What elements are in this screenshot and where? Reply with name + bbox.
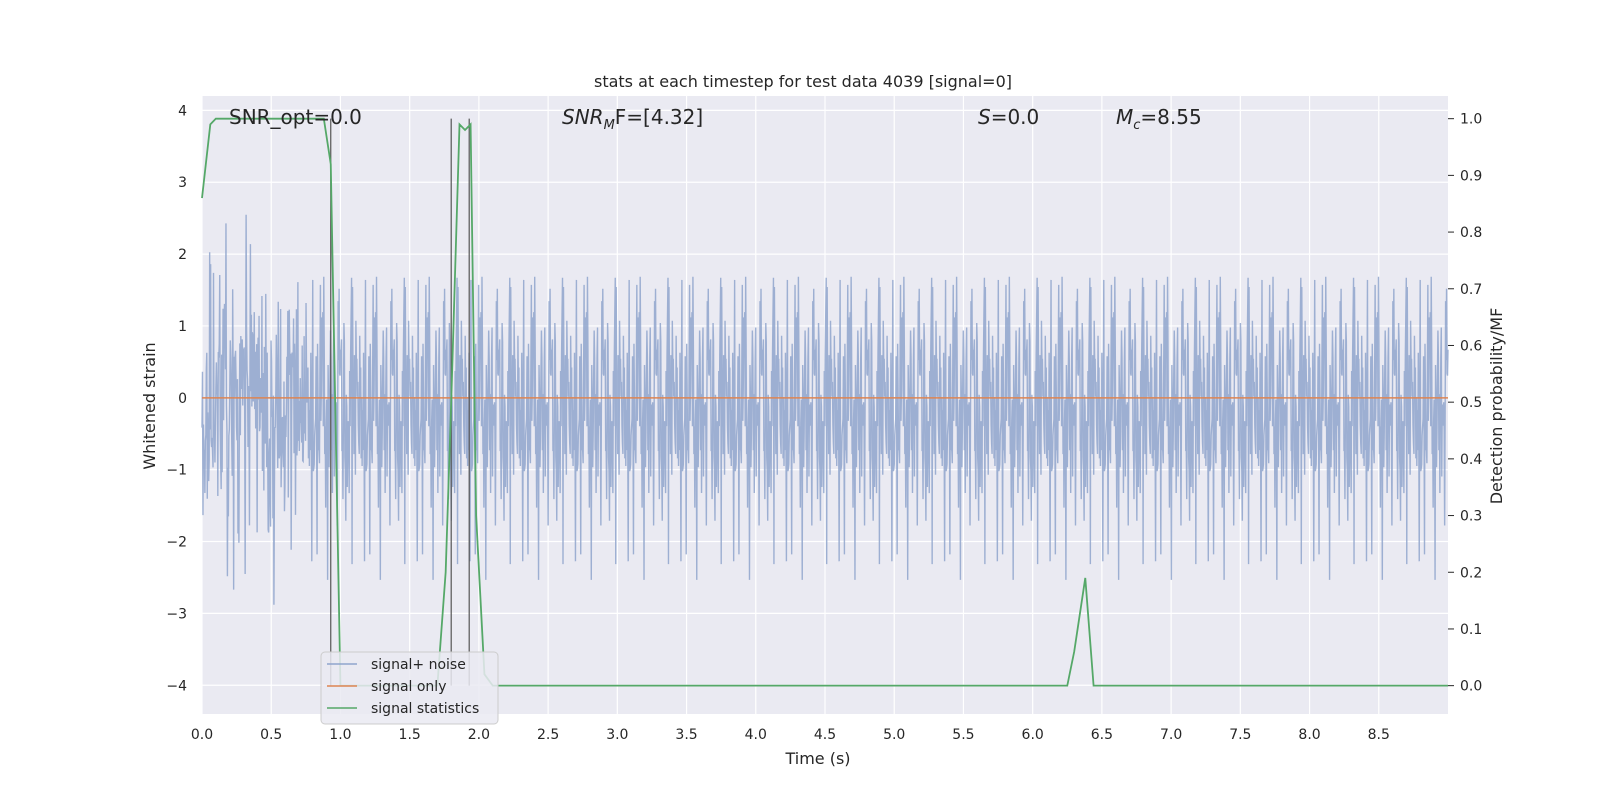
x-tick-label: 3.5 (675, 727, 697, 743)
y-left-axis-label: Whitened strain (140, 342, 159, 469)
x-tick-label: 1.5 (399, 727, 421, 743)
x-tick-label: 5.0 (883, 727, 905, 743)
x-tick-label: 4.0 (745, 727, 767, 743)
x-tick-label: 7.5 (1229, 727, 1251, 743)
statistics-line (201, 117, 1448, 687)
noise-line (201, 214, 1449, 605)
chart-title: stats at each timestep for test data 403… (594, 72, 1012, 91)
legend-label-statistics: signal statistics (371, 701, 479, 717)
y-left-tick-label: 0 (178, 391, 187, 407)
x-tick-label: 1.0 (329, 727, 351, 743)
x-tick-label: 4.5 (814, 727, 836, 743)
annotation-snr-mf: SNRMF=[4.32] (562, 105, 703, 133)
annotation-snr-opt: SNR_opt=0.0 (229, 105, 362, 129)
y-right-tick-label: 0.6 (1460, 338, 1482, 354)
y-right-tick-label: 0.8 (1460, 225, 1482, 241)
y-left-tick-label: −3 (166, 606, 187, 622)
legend-box (320, 651, 499, 725)
x-tick-label: 6.0 (1022, 727, 1044, 743)
y-left-tick-label: −4 (166, 678, 187, 694)
x-axis-label: Time (s) (784, 749, 850, 768)
x-tick-label: 0.5 (260, 727, 282, 743)
y-left-tick-label: 1 (178, 319, 187, 335)
y-left-tick-label: −2 (166, 535, 187, 551)
y-left-tick-label: 4 (178, 103, 187, 119)
legend-label-noise: signal+ noise (371, 657, 466, 673)
series-signal-statistics (201, 117, 1448, 687)
series-signal-noise (201, 214, 1449, 605)
x-tick-label: 2.5 (537, 727, 559, 743)
x-tick-label: 6.5 (1091, 727, 1113, 743)
x-tick-label: 2.0 (468, 727, 490, 743)
y-right-tick-label: 0.3 (1460, 509, 1482, 525)
y-right-tick-label: 0.2 (1460, 565, 1482, 581)
x-tick-label: 8.5 (1368, 727, 1390, 743)
annotation-mc: Mc=8.55 (1116, 105, 1202, 133)
x-tick-label: 5.5 (952, 727, 974, 743)
y-right-tick-label: 0.5 (1460, 395, 1482, 411)
y-right-axis-ticks: 1.0 0.9 0.8 0.7 0.6 0.5 0.4 0.3 0.2 0.1 0.0 (1448, 112, 1482, 695)
y-right-tick-label: 0.9 (1460, 168, 1482, 184)
x-tick-label: 3.0 (606, 727, 628, 743)
y-left-tick-label: 3 (178, 175, 187, 191)
x-tick-label: 7.0 (1160, 727, 1182, 743)
y-right-tick-label: 0.0 (1460, 679, 1482, 695)
x-tick-label: 8.0 (1298, 727, 1320, 743)
legend-label-signal-only: signal only (371, 679, 446, 695)
x-axis-ticks: 0.0 0.5 1.0 1.5 2.0 2.5 3.0 3.5 4.0 4.5 5.0 5.5 6.0 6… (191, 727, 1390, 743)
y-right-tick-label: 0.4 (1460, 452, 1482, 468)
legend: signal+ noise signal only signal statist… (320, 651, 499, 725)
y-left-axis-ticks: 4 3 2 1 0 −1 −2 −3 −4 (166, 103, 187, 694)
annotation-s: S=0.0 (978, 105, 1039, 129)
x-tick-label: 0.0 (191, 727, 213, 743)
y-left-tick-label: 2 (178, 247, 187, 263)
y-right-axis-label: Detection probability/MF (1487, 308, 1506, 505)
y-right-tick-label: 0.7 (1460, 282, 1482, 298)
y-right-tick-label: 1.0 (1460, 112, 1482, 128)
y-left-tick-label: −1 (166, 463, 187, 479)
y-right-tick-label: 0.1 (1460, 622, 1482, 638)
